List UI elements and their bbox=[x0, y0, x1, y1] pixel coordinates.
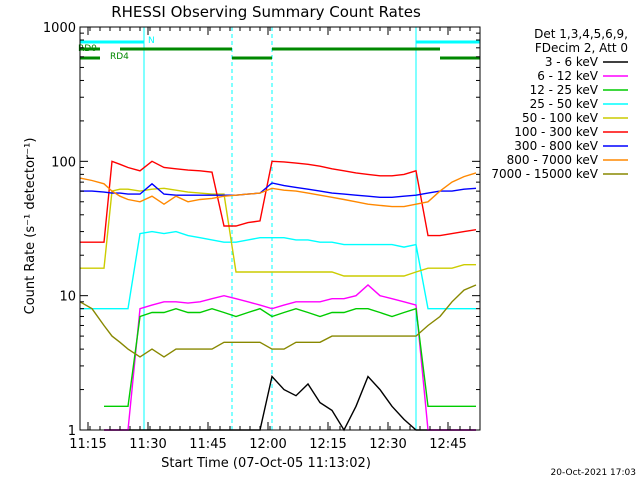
legend-entry-label: 100 - 300 keV bbox=[514, 125, 598, 139]
y-tick-label: 100 bbox=[51, 155, 76, 170]
y-tick-label: 10 bbox=[59, 290, 76, 305]
x-tick-label: 12:00 bbox=[249, 437, 286, 452]
state-bar-label: N bbox=[148, 36, 155, 46]
y-tick-label: 1 bbox=[68, 424, 76, 439]
x-tick-label: 12:15 bbox=[309, 437, 346, 452]
legend-entry-label: 25 - 50 keV bbox=[530, 97, 599, 111]
state-bar-label: RD0 bbox=[78, 44, 97, 54]
chart-title: RHESSI Observing Summary Count Rates bbox=[111, 3, 421, 21]
legend-entry-label: 800 - 7000 keV bbox=[507, 153, 599, 167]
legend-entry-label: 3 - 6 keV bbox=[545, 55, 599, 69]
legend-entry-label: 12 - 25 keV bbox=[530, 83, 599, 97]
legend-header-line: FDecim 2, Att 0 bbox=[535, 41, 628, 55]
x-tick-label: 11:30 bbox=[129, 437, 166, 452]
legend-entry-label: 6 - 12 keV bbox=[537, 69, 599, 83]
x-axis-label: Start Time (07-Oct-05 11:13:02) bbox=[161, 456, 371, 471]
x-tick-label: 11:45 bbox=[189, 437, 226, 452]
x-tick-label: 11:15 bbox=[69, 437, 106, 452]
legend-entry-label: 7000 - 15000 keV bbox=[491, 167, 598, 181]
state-bar-label: RD4 bbox=[110, 52, 129, 62]
footer-timestamp: 20-Oct-2021 17:03 bbox=[551, 468, 636, 478]
legend-entry-label: 300 - 800 keV bbox=[514, 139, 598, 153]
x-tick-label: 12:45 bbox=[429, 437, 466, 452]
legend-entry-label: 50 - 100 keV bbox=[522, 111, 599, 125]
y-tick-label: 1000 bbox=[43, 21, 76, 36]
legend-header-line: Det 1,3,4,5,6,9, bbox=[534, 27, 628, 41]
y-axis-label: Count Rate (s⁻¹ detector⁻¹) bbox=[23, 138, 38, 315]
x-tick-label: 12:30 bbox=[369, 437, 406, 452]
